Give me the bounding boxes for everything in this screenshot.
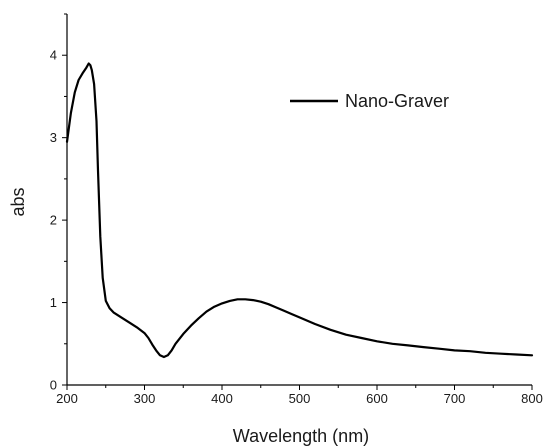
x-tick-label: 300 (134, 391, 156, 406)
x-axis-title: Wavelength (nm) (233, 426, 369, 446)
x-tick-label: 800 (521, 391, 543, 406)
legend-label: Nano-Graver (345, 91, 449, 111)
y-axis-title: abs (8, 187, 28, 216)
x-tick-label: 600 (366, 391, 388, 406)
x-tick-label: 700 (444, 391, 466, 406)
y-tick-label: 0 (50, 378, 57, 393)
y-tick-label: 2 (50, 213, 57, 228)
series-group (65, 62, 534, 359)
x-tick-label: 400 (211, 391, 233, 406)
legend: Nano-Graver (290, 91, 449, 111)
x-tick-label: 200 (56, 391, 78, 406)
y-tick-label: 4 (50, 48, 57, 63)
ticks: 200 300 400 500 600 700 800 0 1 2 3 4 (50, 13, 543, 406)
series-line (65, 62, 534, 359)
x-tick-label: 500 (289, 391, 311, 406)
y-tick-label: 3 (50, 130, 57, 145)
y-tick-label: 1 (50, 295, 57, 310)
axes (66, 14, 532, 386)
